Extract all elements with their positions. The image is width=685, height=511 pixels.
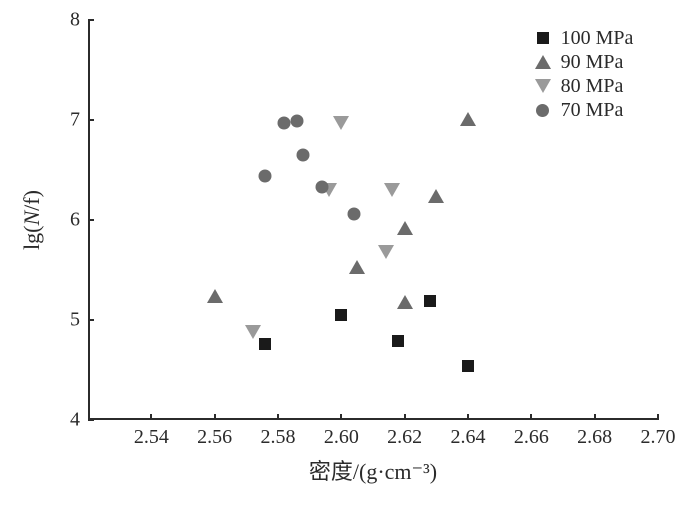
legend-item: 100 MPa [533,26,634,50]
x-tick-label: 2.56 [197,426,232,449]
legend-item: 80 MPa [533,74,634,98]
data-point [397,221,413,235]
data-point [291,115,304,128]
x-tick [594,414,596,420]
scatter-chart: lg(N/f) 密度/(g·cm⁻³) 100 MPa90 MPa80 MPa7… [0,0,685,511]
y-tick [88,319,94,321]
data-point [259,338,271,350]
legend-label: 80 MPa [561,75,624,98]
data-point [384,183,400,197]
legend-swatch [533,76,553,96]
data-point [424,295,436,307]
data-point [428,189,444,203]
x-axis-label: 密度/(g·cm⁻³) [309,454,437,486]
x-tick [530,414,532,420]
y-tick-label: 8 [56,9,80,32]
legend-label: 100 MPa [561,27,634,50]
y-tick-label: 6 [56,209,80,232]
y-tick-label: 5 [56,309,80,332]
x-tick-label: 2.68 [577,426,612,449]
x-tick [150,414,152,420]
x-tick [404,414,406,420]
legend-item: 90 MPa [533,50,634,74]
data-point [378,245,394,259]
legend-label: 70 MPa [561,99,624,122]
x-tick [467,414,469,420]
data-point [333,116,349,130]
data-point [259,170,272,183]
x-tick-label: 2.62 [387,426,422,449]
legend-swatch [533,52,553,72]
data-point [245,325,261,339]
x-tick-label: 2.54 [134,426,169,449]
data-point [460,112,476,126]
x-tick-label: 2.58 [261,426,296,449]
x-tick-label: 2.64 [451,426,486,449]
y-tick-label: 4 [56,409,80,432]
data-point [278,117,291,130]
data-point [462,360,474,372]
x-tick [214,414,216,420]
data-point [335,309,347,321]
x-tick [277,414,279,420]
data-point [348,208,361,221]
legend-swatch [533,100,553,120]
y-axis-label: lg(N/f) [19,190,45,250]
x-tick-label: 2.70 [641,426,676,449]
data-point [316,181,329,194]
y-tick [88,219,94,221]
x-tick [340,414,342,420]
y-tick-label: 7 [56,109,80,132]
y-tick [88,19,94,21]
data-point [297,149,310,162]
legend-label: 90 MPa [561,51,624,74]
data-point [392,335,404,347]
legend-swatch [533,28,553,48]
y-tick [88,419,94,421]
y-tick [88,119,94,121]
legend: 100 MPa90 MPa80 MPa70 MPa [533,26,634,122]
x-tick-label: 2.66 [514,426,549,449]
data-point [349,260,365,274]
data-point [397,295,413,309]
x-tick-label: 2.60 [324,426,359,449]
x-tick [657,414,659,420]
legend-item: 70 MPa [533,98,634,122]
data-point [207,289,223,303]
